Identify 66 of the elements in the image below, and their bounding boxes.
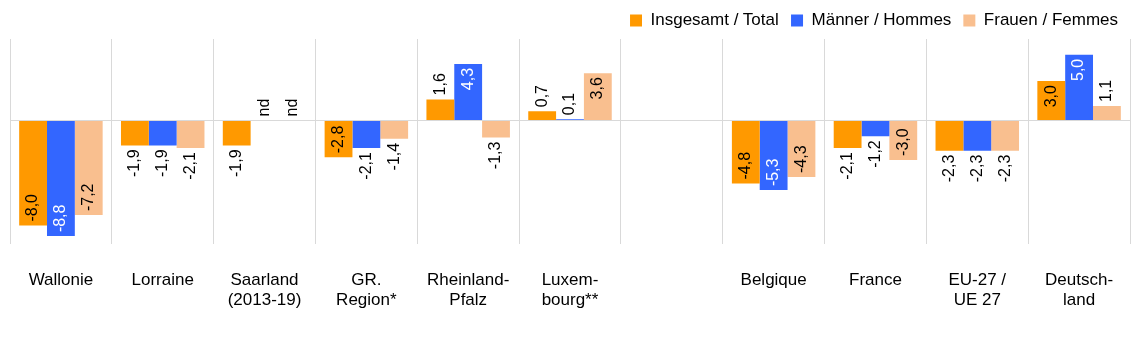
data-label: -2,3 <box>939 154 957 183</box>
x-tick-label: Lorraine <box>131 270 194 290</box>
x-tick-label: Rheinland- Pfalz <box>427 270 510 310</box>
bar <box>46 120 75 237</box>
data-label: 0,7 <box>532 84 550 108</box>
bar <box>833 120 862 149</box>
bar <box>1065 54 1094 120</box>
x-tick-label: Deutsch- land <box>1045 270 1114 310</box>
data-label: 3,6 <box>588 77 606 100</box>
data-label: -1,9 <box>125 149 143 178</box>
data-label: -4,8 <box>736 151 754 180</box>
data-label: 0,1 <box>560 92 578 116</box>
bar <box>176 120 205 149</box>
bar <box>380 120 409 139</box>
bar <box>583 73 612 120</box>
x-tick-label: EU-27 / UE 27 <box>948 270 1007 310</box>
bar <box>454 63 483 120</box>
data-label: -1,9 <box>227 149 245 178</box>
bar <box>482 120 510 138</box>
data-label: -2,3 <box>995 154 1013 183</box>
data-label: -3,0 <box>893 128 911 156</box>
data-label: 1,1 <box>1097 79 1115 103</box>
bar <box>731 120 760 184</box>
bar <box>935 120 964 151</box>
data-label: -1,4 <box>384 142 402 171</box>
bar <box>1093 106 1121 120</box>
bar <box>120 120 149 146</box>
x-tick-label: Wallonie <box>28 270 94 290</box>
data-label: -1,2 <box>865 140 883 168</box>
data-label: -8,0 <box>23 193 41 222</box>
bar <box>991 120 1020 151</box>
x-tick-label: France <box>848 270 902 290</box>
bar <box>861 120 890 137</box>
bar <box>963 120 992 151</box>
data-label: 3,0 <box>1041 84 1059 108</box>
data-label: -2,8 <box>328 125 346 154</box>
bar <box>759 120 788 191</box>
bar <box>148 120 177 146</box>
data-label: -7,2 <box>79 183 97 212</box>
x-tick-label: Luxem- bourg** <box>541 270 599 310</box>
data-label: -2,1 <box>356 151 374 180</box>
data-label: 4,3 <box>458 67 476 91</box>
text: nd <box>254 98 272 117</box>
x-tick-label: Belgique <box>740 270 807 290</box>
text: nd <box>282 98 300 117</box>
bar <box>222 120 251 146</box>
bar <box>528 111 557 120</box>
data-label: -2,1 <box>838 151 856 180</box>
bar <box>426 99 455 120</box>
bar <box>74 120 103 216</box>
legend-label: Männer / Hommes <box>811 10 952 30</box>
bar <box>352 120 381 149</box>
x-tick-label: GR. Region* <box>336 270 397 310</box>
data-label: -4,3 <box>791 145 809 173</box>
data-label: -8,8 <box>51 204 69 233</box>
bar <box>19 120 47 226</box>
data-label: -2,1 <box>180 151 198 180</box>
data-label: -1,9 <box>153 149 171 178</box>
data-label: 5,0 <box>1069 58 1087 82</box>
data-label: -1,3 <box>486 141 504 170</box>
x-tick-label: Saarland (2013-19) <box>227 270 302 310</box>
legend-label: Frauen / Femmes <box>983 10 1119 30</box>
data-label: -2,3 <box>967 154 985 183</box>
data-label: 1,6 <box>430 73 448 96</box>
data-label: -5,3 <box>764 158 782 187</box>
legend-label: Insgesamt / Total <box>650 10 779 30</box>
